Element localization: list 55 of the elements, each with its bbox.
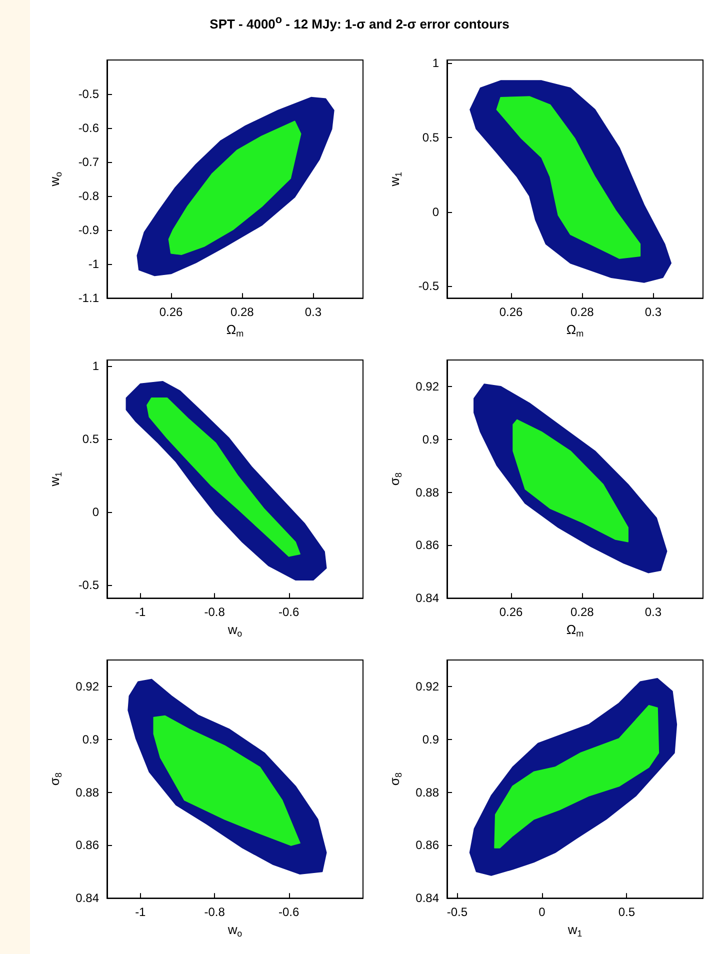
y-tick-label: 0.92 (416, 379, 440, 394)
y-tick-label: 0.86 (416, 838, 440, 852)
y-tick-label: 0.5 (82, 432, 100, 446)
y-tick-label: 0 (92, 504, 100, 519)
x-tick-label: 0.5 (618, 905, 636, 920)
x-tick-label: 0.28 (570, 305, 594, 320)
y-tick-label: 0.9 (82, 732, 100, 746)
x-tick-label: 0.26 (499, 305, 523, 320)
y-tick-label: -0.7 (78, 155, 100, 170)
y-tick-label: -0.5 (78, 87, 100, 102)
x-tick-label: -1 (135, 905, 146, 920)
x-tick-label: 0.26 (499, 605, 523, 620)
x-tick-label: 0 (538, 905, 546, 920)
x-tick-label: 0.28 (230, 305, 254, 320)
y-axis-title: w1 (47, 472, 64, 488)
x-tick-label: -0.5 (446, 905, 468, 920)
y-tick-label: 0 (432, 204, 440, 219)
y-tick-label: 0.92 (76, 679, 100, 694)
x-tick-label: 0.3 (644, 305, 662, 320)
y-tick-label: 1 (92, 358, 100, 373)
y-axis-title: σ8 (387, 772, 404, 786)
x-tick-label: -0.8 (204, 905, 226, 920)
x-tick-label: 0.3 (644, 605, 662, 620)
x-tick-label: 0.26 (159, 305, 183, 320)
y-tick-label: -0.9 (78, 223, 100, 238)
y-tick-label: 0.5 (422, 130, 440, 144)
y-tick-label: -0.8 (78, 189, 100, 204)
y-tick-label: 1 (432, 56, 440, 70)
y-tick-label: -0.6 (78, 121, 100, 136)
y-tick-label: 0.84 (416, 591, 440, 606)
x-tick-label: -1 (135, 605, 146, 620)
y-tick-label: 0.86 (76, 838, 100, 852)
y-tick-label: 0.88 (416, 785, 440, 800)
y-tick-label: 0.88 (416, 485, 440, 500)
x-tick-label: 0.3 (304, 305, 322, 320)
x-tick-label: -0.6 (278, 905, 300, 920)
x-tick-label: -0.6 (278, 605, 300, 620)
y-tick-label: 0.9 (422, 432, 440, 446)
y-tick-label: 0.86 (416, 538, 440, 552)
y-axis-title: wo (47, 172, 64, 188)
y-tick-label: 0.88 (76, 785, 100, 800)
y-axis-title: σ8 (387, 472, 404, 486)
y-tick-label: 0.84 (76, 891, 100, 906)
y-axis-title: w1 (387, 172, 404, 188)
y-tick-label: 0.92 (416, 679, 440, 694)
y-tick-label: -0.5 (78, 578, 100, 592)
y-tick-label: 0.9 (422, 732, 440, 746)
y-tick-label: -1 (88, 257, 100, 272)
x-tick-label: 0.28 (570, 605, 594, 620)
y-axis-title: σ8 (47, 772, 64, 786)
chart-title: SPT - 4000$^{o}$ - 12 MJy: 1-σ and 2-σ error contours (208, 14, 510, 32)
y-tick-label: 0.84 (416, 891, 440, 906)
y-tick-label: -1.1 (78, 291, 100, 306)
x-tick-label: -0.8 (204, 605, 226, 620)
y-tick-label: -0.5 (418, 279, 440, 294)
